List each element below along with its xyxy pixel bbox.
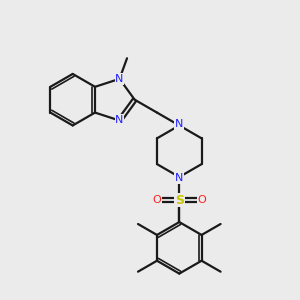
Text: N: N (175, 173, 184, 183)
Text: N: N (175, 119, 184, 130)
Text: S: S (175, 194, 184, 207)
Text: N: N (115, 74, 124, 84)
Text: N: N (115, 115, 124, 125)
Text: O: O (197, 195, 206, 205)
Text: O: O (153, 195, 161, 205)
